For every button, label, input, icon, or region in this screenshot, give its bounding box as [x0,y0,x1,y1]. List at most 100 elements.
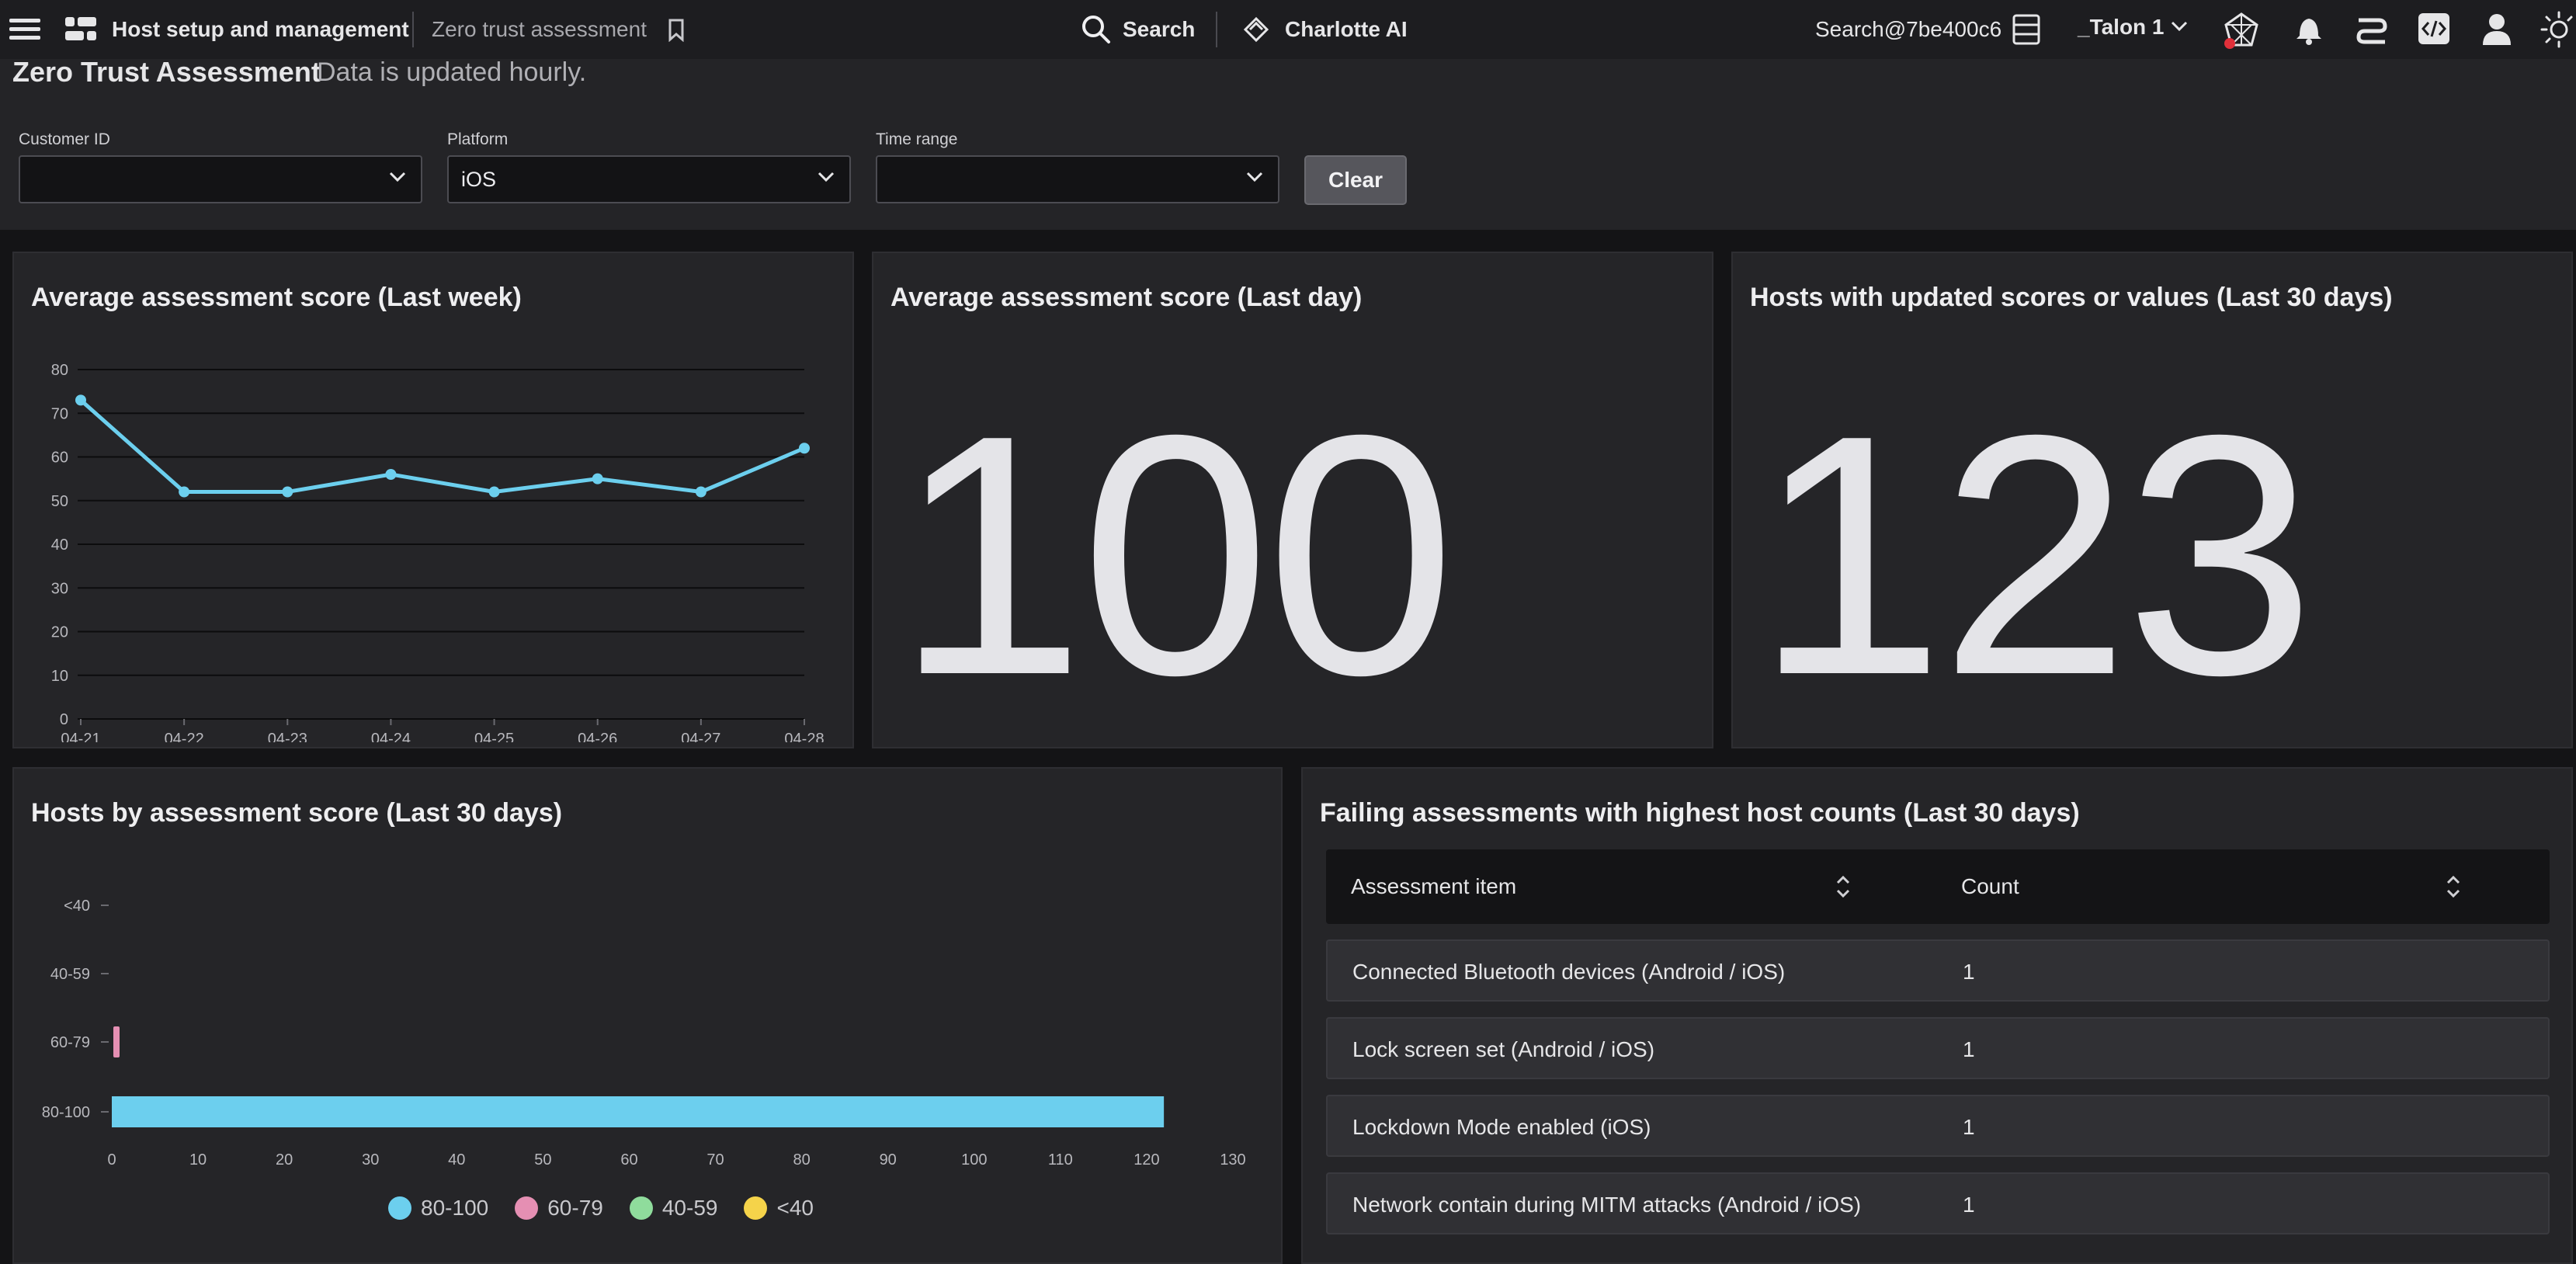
bell-icon[interactable] [2295,12,2323,45]
page-title: Zero Trust Assessment [12,56,321,88]
count-cell: 1 [1963,1037,1975,1061]
legend-label: 60-79 [547,1196,603,1220]
data-point [488,486,500,498]
panel-title: Hosts with updated scores or values (Las… [1750,283,2393,312]
legend-item[interactable]: <40 [744,1196,814,1221]
table-row[interactable]: Lock screen set (Android / iOS) 1 [1326,1017,2550,1079]
clear-button[interactable]: Clear [1304,155,1407,205]
charlotte-ai-icon[interactable] [1241,14,1272,45]
chevron-down-icon [389,172,406,182]
x-tick-label: 60 [620,1151,637,1169]
legend-item[interactable]: 60-79 [515,1196,603,1221]
theme-toggle-icon[interactable] [2539,11,2576,48]
panel-title: Failing assessments with highest host co… [1320,798,2080,828]
assessment-item-cell: Connected Bluetooth devices (Android / i… [1352,960,1786,984]
panel-title: Average assessment score (Last week) [31,283,522,312]
x-tick-label: 80 [793,1151,810,1169]
hosts-updated-panel: Hosts with updated scores or values (Las… [1731,252,2573,748]
assessment-item-cell: Lock screen set (Android / iOS) [1352,1037,1655,1061]
x-tick-label: 120 [1134,1151,1159,1169]
platform-select[interactable]: iOS [447,155,851,203]
data-point [75,394,86,406]
sort-icon[interactable] [1834,873,1852,901]
y-tick-label: 80 [51,362,68,379]
divider [1216,12,1217,47]
x-tick-label: 100 [961,1151,987,1169]
table-row[interactable]: Connected Bluetooth devices (Android / i… [1326,939,2550,1002]
platform-label: Platform [447,130,509,148]
user-icon[interactable] [2481,12,2512,45]
chevron-down-icon [818,172,835,182]
x-tick-label: 04-22 [165,731,204,742]
workflow-icon[interactable] [2356,14,2388,45]
x-tick-label: 04-23 [268,731,307,742]
bookmark-icon[interactable] [668,19,685,42]
app-title[interactable]: Host setup and management [112,17,409,41]
x-tick-label: 20 [276,1151,293,1169]
top-navigation-bar: Host setup and management Zero trust ass… [0,0,2576,59]
chart-legend: 80-100 60-79 40-59 <40 [14,1196,1281,1234]
bar [113,1026,120,1057]
column-header-count[interactable]: Count [1961,874,2019,898]
big-number-value: 123 [1755,365,2315,746]
x-tick-label: 30 [362,1151,379,1169]
count-cell: 1 [1963,1115,1975,1139]
breadcrumb[interactable]: Zero trust assessment [432,17,647,41]
platform-value: iOS [461,168,497,191]
search-button[interactable]: Search [1123,17,1196,41]
table-row[interactable]: Network contain during MITM attacks (And… [1326,1172,2550,1234]
x-tick-label: 04-24 [371,731,411,742]
charlotte-ai-button[interactable]: Charlotte AI [1285,17,1408,41]
chevron-down-icon [1246,172,1263,182]
code-icon[interactable] [2418,12,2450,45]
x-tick-label: 04-28 [784,731,824,742]
y-tick-label: 40 [51,537,68,554]
column-header-assessment-item[interactable]: Assessment item [1351,874,1517,898]
bar [112,1096,1165,1127]
chevron-down-icon[interactable] [2171,20,2188,33]
y-tick-label: 50 [51,493,68,510]
data-point [179,486,190,498]
search-icon[interactable] [1081,14,1112,45]
data-point [385,469,397,480]
x-tick-label: 0 [107,1151,116,1169]
legend-swatch [744,1196,768,1220]
server-icon[interactable] [2012,14,2040,45]
customer-id-label: Customer ID [19,130,110,148]
legend-item[interactable]: 80-100 [388,1196,488,1221]
bar-chart: <40 40-59 60-79 80-100 0 10 20 30 40 50 60 70 80 90 10… [42,898,1246,1169]
y-tick-label: <40 [64,898,90,915]
x-tick-label: 130 [1220,1151,1245,1169]
avg-score-day-panel: Average assessment score (Last day) 100 [872,252,1713,748]
big-number-value: 100 [895,365,1456,746]
table-row[interactable]: Lockdown Mode enabled (iOS) 1 [1326,1095,2550,1157]
count-cell: 1 [1963,960,1975,984]
y-tick-label: 0 [60,711,68,728]
series-line [79,398,805,495]
sort-icon[interactable] [2444,873,2463,901]
y-tick-label: 60-79 [50,1034,90,1051]
tenant-selector[interactable]: _Talon 1 [2078,15,2165,39]
filter-bar: Customer ID Platform iOS Time range Clea… [0,115,2576,230]
time-range-label: Time range [876,130,958,148]
time-range-select[interactable] [876,155,1279,203]
falcon-logo-icon[interactable] [2222,11,2261,50]
data-point [799,443,810,454]
user-search-id[interactable]: Search@7be400c6 [1815,17,2002,41]
y-tick-label: 80-100 [42,1104,90,1121]
y-tick-label: 60 [51,450,68,467]
legend-swatch [629,1196,653,1220]
x-tick-label: 10 [189,1151,207,1169]
page-subtitle: Data is updated hourly. [317,57,587,87]
menu-icon[interactable] [9,17,40,42]
table-header: Assessment item Count [1326,849,2550,924]
x-tick-label: 04-21 [61,731,100,742]
legend-swatch [515,1196,539,1220]
x-tick-label: 110 [1048,1151,1073,1169]
legend-label: 80-100 [421,1196,489,1220]
x-tick-label: 40 [448,1151,465,1169]
hosts-by-score-panel: Hosts by assessment score (Last 30 days)… [12,767,1283,1264]
assessment-item-cell: Network contain during MITM attacks (And… [1352,1193,1862,1217]
legend-item[interactable]: 40-59 [629,1196,717,1221]
customer-id-select[interactable] [19,155,422,203]
